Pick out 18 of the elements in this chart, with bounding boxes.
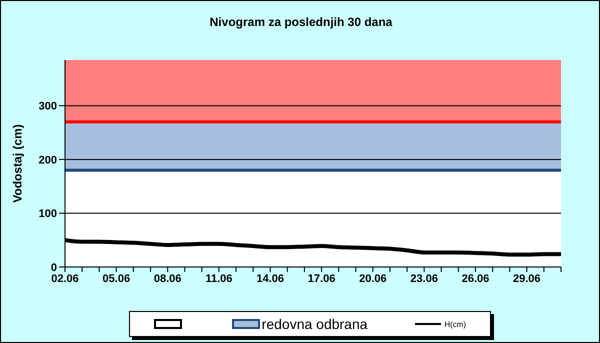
x-tick-label: 23.06 [410, 272, 438, 285]
x-tick-label: 29.06 [513, 272, 541, 285]
y-tick-label: 200 [38, 154, 57, 166]
x-tick-label: 05.06 [102, 272, 130, 285]
legend-label: redovna odbrana [262, 316, 368, 332]
legend-label: H(cm) [444, 320, 466, 328]
y-tick-label: 0 [50, 262, 57, 274]
x-tick-label: 14.06 [256, 272, 284, 285]
x-tick-label: 11.06 [205, 272, 232, 285]
x-tick-label: 02.06 [51, 272, 79, 285]
x-tick-label: 08.06 [154, 272, 182, 285]
chart-title: Nivogram za poslednjih 30 dana [208, 15, 394, 29]
y-tick-label: 100 [38, 208, 57, 220]
x-tick-label: 17.06 [308, 272, 336, 285]
x-tick-label: 20.06 [359, 272, 387, 285]
x-tick-label: 26.06 [462, 272, 490, 285]
y-tick-label: 300 [38, 100, 57, 113]
y-axis-title: Vodostaj (cm) [10, 124, 24, 203]
